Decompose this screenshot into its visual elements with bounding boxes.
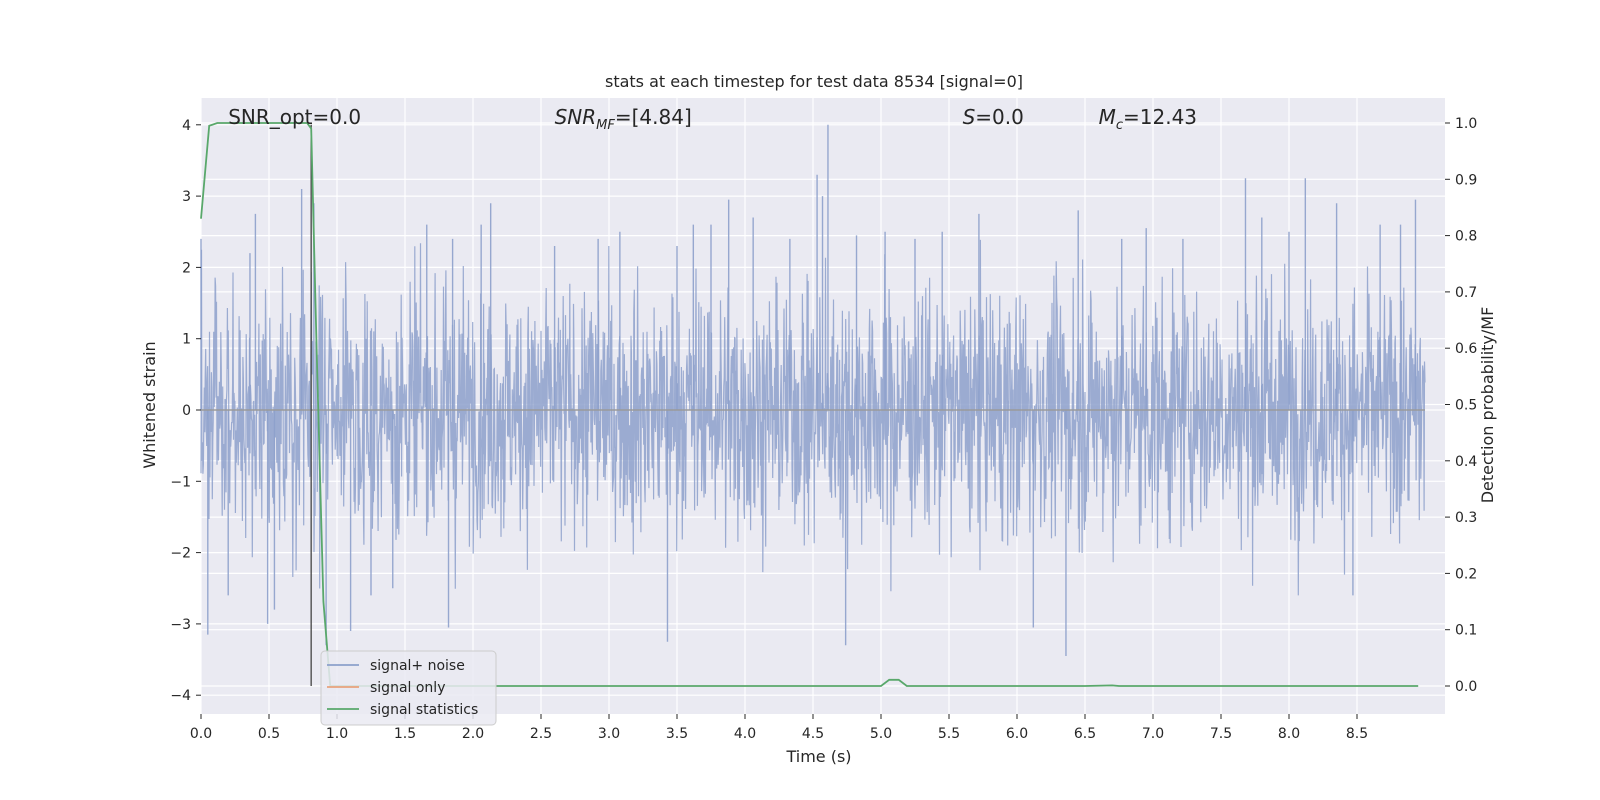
x-tick-label: 1.5 bbox=[394, 726, 416, 742]
signal-statistics-line bbox=[200, 122, 1419, 687]
legend-box bbox=[320, 650, 497, 726]
y-tick-label: −2 bbox=[170, 546, 191, 562]
x-axis-label: Time (s) bbox=[785, 747, 851, 766]
y2-tick-label: 0.0 bbox=[1455, 679, 1477, 695]
x-tick-label: 6.0 bbox=[1006, 726, 1028, 742]
y-tick-label: 0 bbox=[182, 403, 191, 419]
y2-tick-label: 0.7 bbox=[1455, 285, 1477, 301]
x-tick-label: 6.5 bbox=[1074, 726, 1096, 742]
y-tick-label: −3 bbox=[170, 617, 191, 633]
x-tick-label: 4.5 bbox=[802, 726, 824, 742]
y2-tick-label: 0.4 bbox=[1455, 454, 1477, 470]
x-tick-label: 4.0 bbox=[734, 726, 756, 742]
y2-tick-label: 0.5 bbox=[1455, 398, 1477, 414]
x-tick-label: 7.0 bbox=[1142, 726, 1164, 742]
y-tick-label: −1 bbox=[170, 474, 191, 490]
y-axis-label: Whitened strain bbox=[140, 341, 159, 468]
legend-label: signal only bbox=[370, 680, 445, 696]
y-tick-label: −4 bbox=[170, 688, 191, 704]
x-tick-label: 5.5 bbox=[938, 726, 960, 742]
x-tick-label: 7.5 bbox=[1210, 726, 1232, 742]
y2-tick-label: 0.3 bbox=[1455, 510, 1477, 526]
chart-title: stats at each timestep for test data 853… bbox=[605, 72, 1023, 91]
annotation-main: M bbox=[1099, 105, 1116, 129]
y2-tick-label: 0.2 bbox=[1455, 566, 1477, 582]
line-series bbox=[200, 122, 1425, 687]
annotation-main: SNR_opt=0.0 bbox=[228, 105, 361, 129]
annotation-value: =12.43 bbox=[1123, 105, 1197, 129]
annotation-text: S=0.0 bbox=[963, 105, 1024, 129]
y2-tick-label: 1.0 bbox=[1455, 116, 1477, 132]
y2-tick-label: 0.9 bbox=[1455, 172, 1477, 188]
noise-trace bbox=[200, 239, 1426, 596]
annotation-main: S bbox=[963, 105, 976, 129]
legend-label: signal+ noise bbox=[370, 658, 465, 674]
annotation-subscript: c bbox=[1116, 118, 1123, 133]
annotation-text: SNRMF=[4.84] bbox=[555, 105, 692, 133]
annotation-text: Mc=12.43 bbox=[1099, 105, 1197, 133]
y-axis-ticks: −4 −3 −2 −1 0 1 2 3 4 bbox=[170, 118, 201, 704]
x-tick-label: 8.5 bbox=[1346, 726, 1368, 742]
annotation-text: SNR_opt=0.0 bbox=[228, 105, 361, 129]
y-tick-label: 2 bbox=[182, 260, 191, 276]
annotations: SNR_opt=0.0 SNRMF=[4.84] S=0.0 Mc=12.43 bbox=[228, 105, 1197, 133]
noise-series bbox=[200, 124, 1426, 656]
y-tick-label: 3 bbox=[182, 189, 191, 205]
annotation-value: =[4.84] bbox=[615, 105, 692, 129]
y2-tick-label: 0.8 bbox=[1455, 229, 1477, 245]
y2-tick-label: 0.1 bbox=[1455, 623, 1477, 639]
y-tick-label: 4 bbox=[182, 118, 191, 134]
x-tick-label: 2.5 bbox=[530, 726, 552, 742]
annotation-subscript: MF bbox=[596, 118, 615, 133]
x-tick-label: 0.5 bbox=[258, 726, 280, 742]
y-tick-label: 1 bbox=[182, 332, 191, 348]
x-tick-label: 5.0 bbox=[870, 726, 892, 742]
y2-tick-label: 0.6 bbox=[1455, 341, 1477, 357]
legend-label: signal statistics bbox=[370, 702, 478, 718]
x-tick-label: 3.0 bbox=[598, 726, 620, 742]
x-tick-label: 8.0 bbox=[1278, 726, 1300, 742]
annotation-main: SNR bbox=[555, 105, 597, 129]
x-tick-label: 0.0 bbox=[190, 726, 212, 742]
x-tick-label: 3.5 bbox=[666, 726, 688, 742]
x-tick-label: 2.0 bbox=[462, 726, 484, 742]
legend: signal+ noise signal only signal statistic… bbox=[320, 650, 497, 726]
y2-axis-label: Detection probability/MF bbox=[1478, 307, 1497, 504]
x-axis-ticks: 0.0 0.5 1.0 1.5 2.0 2.5 3.0 3.5 4.0 4.5 5.0 5.5 6.0 6… bbox=[190, 714, 1368, 742]
annotation-value: =0.0 bbox=[975, 105, 1024, 129]
x-tick-label: 1.0 bbox=[326, 726, 348, 742]
y2-axis-ticks: 0.0 0.1 0.2 0.3 0.4 0.5 0.6 0.7 0.8 0.9 1.0 bbox=[1445, 116, 1477, 695]
